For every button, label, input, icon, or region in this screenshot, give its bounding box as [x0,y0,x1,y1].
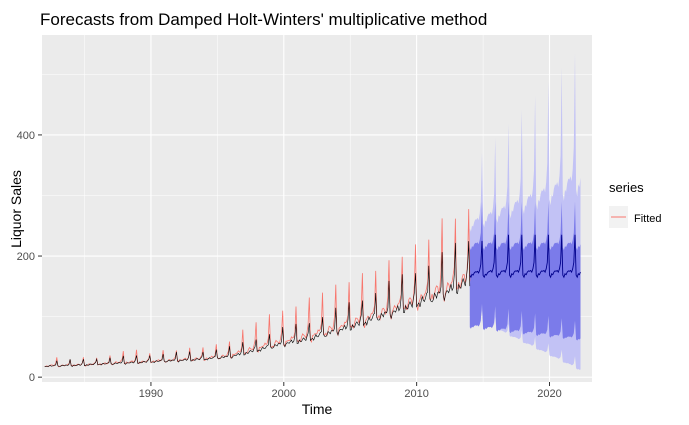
x-axis-ticks: 1990 2000 2010 2020 [139,382,562,400]
legend-label-fitted: Fitted [634,213,662,225]
legend: series Fitted [609,180,662,228]
chart-title: Forecasts from Damped Holt-Winters' mult… [40,10,487,29]
forecast-series [469,234,581,279]
y-tick-label: 400 [17,130,35,142]
observed-series [44,241,471,368]
forecast-line [469,234,581,279]
x-tick-label: 2000 [272,388,296,400]
y-axis-ticks: 0 200 400 [17,130,42,384]
x-tick-label: 2010 [404,388,428,400]
x-tick-label: 2020 [537,388,561,400]
y-tick-label: 0 [29,372,35,384]
y-axis-title: Liquor Sales [8,170,24,248]
observed-line [44,241,471,368]
y-tick-label: 200 [17,251,35,263]
pi80-band [469,201,581,341]
prediction-interval-80 [469,201,581,341]
x-axis-title: Time [302,401,333,417]
legend-title: series [609,180,644,195]
x-tick-label: 1990 [139,388,163,400]
